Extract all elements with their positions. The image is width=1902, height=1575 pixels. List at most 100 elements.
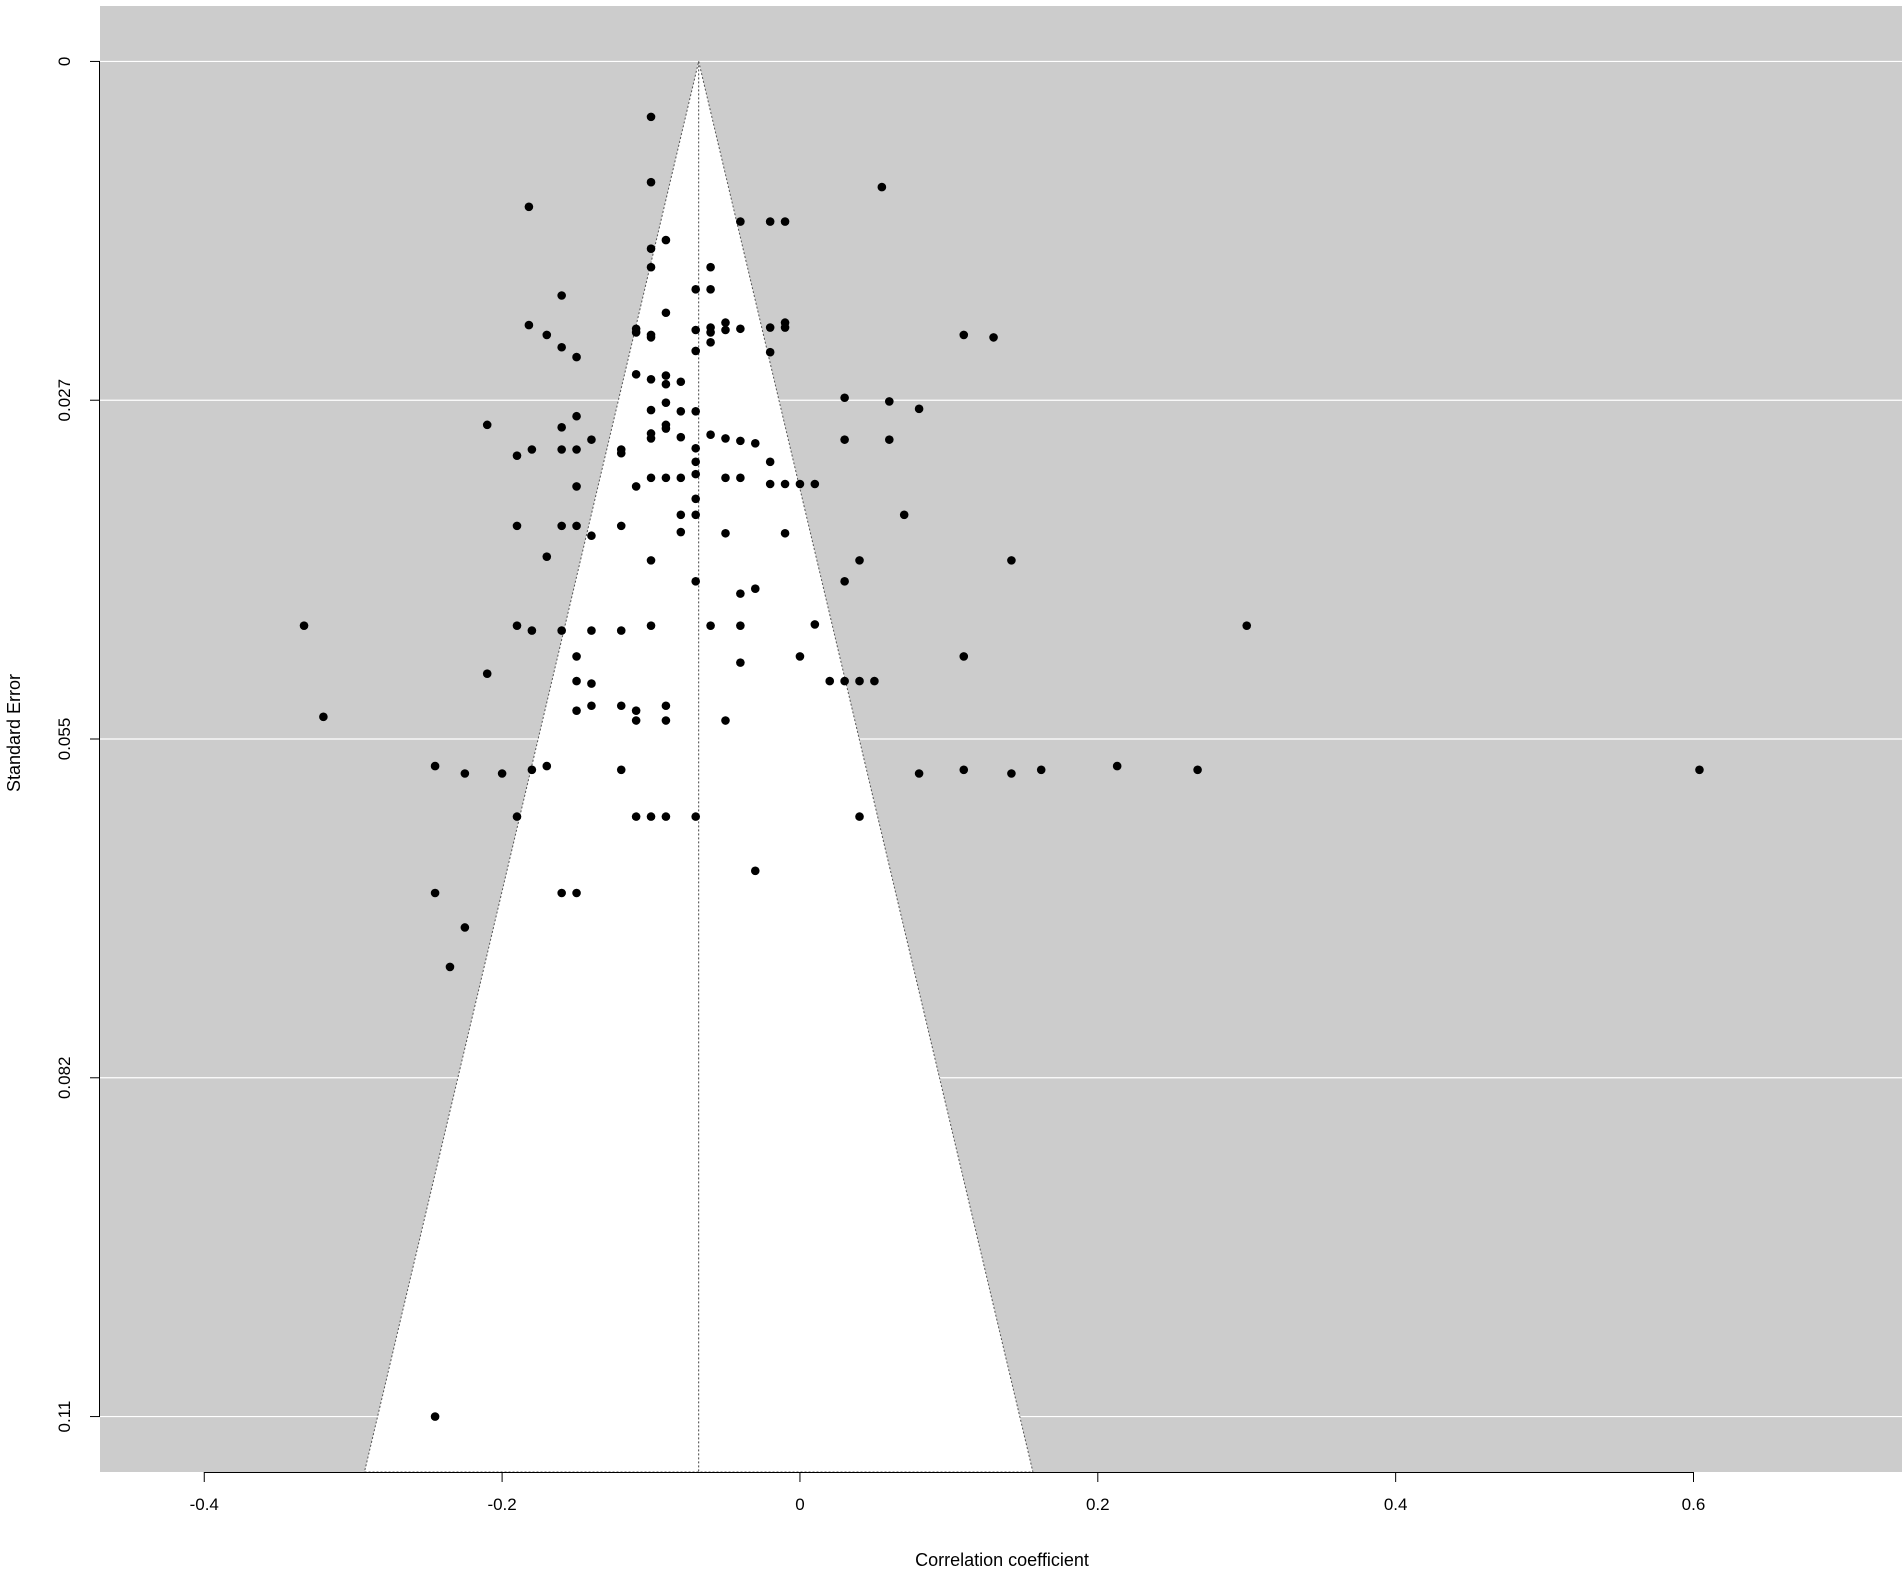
data-point — [870, 676, 879, 686]
data-point — [1112, 761, 1122, 771]
data-point — [810, 620, 820, 629]
data-point — [646, 112, 656, 122]
data-point — [430, 1412, 440, 1421]
data-point — [646, 621, 656, 630]
data-point — [1007, 556, 1016, 565]
y-axis-label: Standard Error — [4, 674, 24, 792]
data-point — [780, 479, 790, 489]
data-point — [482, 669, 492, 679]
data-point — [676, 510, 686, 520]
data-point — [661, 716, 671, 725]
data-point — [572, 352, 581, 362]
data-point — [524, 202, 534, 212]
data-point — [780, 217, 790, 226]
x-axis-label: Correlation coefficient — [915, 1550, 1089, 1570]
data-points — [299, 112, 1704, 1421]
data-point — [661, 701, 671, 711]
data-point — [661, 379, 671, 389]
data-point — [840, 676, 849, 686]
data-point — [557, 342, 566, 352]
data-point — [721, 434, 730, 443]
data-point — [460, 923, 470, 932]
data-point — [460, 769, 470, 778]
data-point — [721, 473, 730, 483]
data-point — [676, 377, 686, 387]
data-point — [587, 435, 596, 444]
data-point — [587, 626, 596, 635]
data-point — [1036, 765, 1046, 775]
data-point — [646, 405, 656, 415]
data-point — [631, 716, 641, 725]
data-point — [765, 347, 775, 357]
data-point — [989, 333, 998, 342]
data-point — [825, 676, 835, 686]
data-point — [914, 404, 924, 414]
data-point — [765, 457, 775, 467]
data-point — [736, 473, 745, 483]
data-point — [676, 407, 686, 416]
x-tick-label: 0.4 — [1384, 1495, 1408, 1514]
data-point — [482, 420, 492, 430]
data-point — [855, 676, 864, 686]
data-point — [721, 716, 730, 725]
data-point — [587, 531, 596, 541]
x-axis-ticks: -0.4 -0.2 0 0.2 0.4 0.6 — [190, 1472, 1706, 1514]
data-point — [616, 701, 626, 711]
data-point — [706, 328, 715, 337]
data-point — [885, 435, 894, 444]
y-axis-ticks: 0 0.027 0.055 0.082 0.11 — [55, 57, 100, 1433]
data-point — [1695, 765, 1704, 775]
data-point — [855, 812, 864, 821]
data-point — [877, 182, 887, 192]
data-point — [1193, 765, 1202, 775]
data-point — [527, 445, 537, 454]
data-point — [557, 521, 566, 531]
data-point — [512, 451, 522, 460]
data-point — [885, 397, 894, 406]
data-point — [706, 621, 715, 630]
x-tick-label: 0.6 — [1682, 1495, 1706, 1514]
y-tick-label: 0.11 — [55, 1401, 74, 1433]
data-point — [497, 769, 507, 778]
data-point — [691, 510, 701, 520]
data-point — [646, 177, 656, 187]
data-point — [750, 439, 760, 448]
data-point — [959, 330, 969, 340]
data-point — [572, 445, 581, 454]
data-point — [706, 262, 715, 272]
data-point — [691, 325, 701, 335]
data-point — [572, 521, 581, 531]
data-point — [557, 423, 566, 432]
data-point — [1242, 621, 1252, 630]
x-tick-label: -0.4 — [190, 1495, 219, 1514]
data-point — [631, 812, 641, 821]
data-point — [959, 765, 969, 775]
data-point — [572, 706, 581, 715]
data-point — [676, 432, 686, 442]
data-point — [646, 473, 656, 483]
data-point — [750, 866, 760, 876]
data-point — [721, 528, 730, 538]
data-point — [736, 621, 745, 630]
data-point — [736, 217, 745, 226]
data-point — [691, 285, 701, 294]
data-point — [646, 244, 656, 253]
data-point — [661, 473, 671, 483]
data-point — [557, 291, 566, 300]
data-point — [572, 652, 581, 661]
data-point — [512, 521, 522, 531]
data-point — [691, 346, 701, 356]
data-point — [661, 812, 671, 821]
data-point — [855, 556, 864, 565]
x-tick-label: 0.2 — [1086, 1495, 1110, 1514]
data-point — [512, 621, 522, 630]
data-point — [661, 424, 671, 433]
data-point — [691, 577, 701, 586]
data-point — [736, 436, 745, 446]
data-point — [631, 482, 641, 491]
data-point — [430, 761, 440, 771]
data-point — [299, 621, 309, 630]
data-point — [676, 527, 686, 537]
data-point — [765, 479, 775, 489]
